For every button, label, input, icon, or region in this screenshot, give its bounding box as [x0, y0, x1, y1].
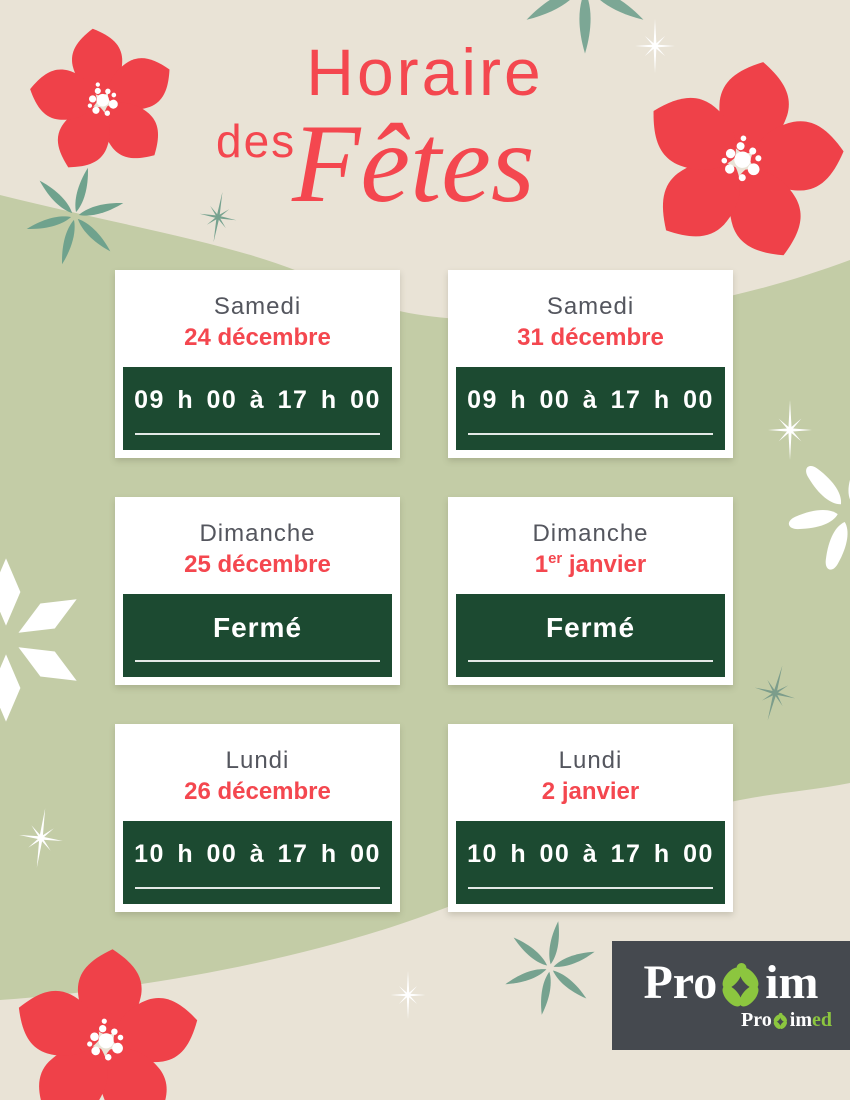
poster-title-line2: des — [216, 115, 297, 167]
card-hours-panel: 09 h 00 à 17 h 00 — [456, 367, 725, 450]
card-underline — [135, 660, 380, 662]
card-day: Lundi — [558, 746, 623, 774]
card-label: Samedi 31 décembre — [456, 278, 725, 367]
card-hours: Fermé — [212, 611, 303, 643]
card-hours: 10 h 00 à 17 h 00 — [467, 840, 714, 868]
card-label: Lundi 26 décembre — [123, 732, 392, 821]
schedule-card: Samedi 24 décembre 09 h 00 à 17 h 00 — [115, 270, 400, 458]
card-day: Samedi — [546, 292, 635, 320]
sparkle-star-icon — [195, 188, 241, 246]
card-hours: 10 h 00 à 17 h 00 — [134, 840, 381, 868]
card-label: Samedi 24 décembre — [123, 278, 392, 367]
card-hours: 09 h 00 à 17 h 00 — [134, 386, 381, 414]
card-label: Dimanche 1er janvier — [456, 505, 725, 594]
card-hours-panel: 10 h 00 à 17 h 00 — [123, 821, 392, 904]
card-date: 1er janvier — [534, 550, 647, 578]
card-date: 26 décembre — [184, 777, 331, 805]
card-underline — [468, 887, 713, 889]
schedule-card: Lundi 2 janvier 10 h 00 à 17 h 00 — [448, 724, 733, 912]
card-hours: 09 h 00 à 17 h 00 — [467, 386, 714, 414]
card-day: Dimanche — [532, 519, 649, 547]
proxim-logo-box: Pro im Pro — [612, 941, 850, 1050]
sublogo-text-mid: im — [789, 1009, 812, 1031]
sublogo-text-pre: Pro — [741, 1009, 772, 1031]
poster-title-script: Fêtes — [292, 102, 535, 226]
sparkle-star-icon — [390, 971, 426, 1019]
sublogo-text-suffix: ed — [812, 1009, 832, 1031]
schedule-card: Dimanche 1er janvier Fermé — [448, 497, 733, 685]
leaf-x-icon — [773, 1012, 788, 1029]
card-day: Dimanche — [199, 519, 316, 547]
proxim-logo: Pro im — [626, 959, 836, 1007]
card-underline — [468, 660, 713, 662]
card-hours-panel: 09 h 00 à 17 h 00 — [123, 367, 392, 450]
card-underline — [135, 887, 380, 889]
card-label: Dimanche 25 décembre — [123, 505, 392, 594]
card-hours-panel: Fermé — [456, 594, 725, 677]
card-hours-panel: 10 h 00 à 17 h 00 — [456, 821, 725, 904]
card-date: 25 décembre — [184, 550, 331, 578]
proximed-logo: Pro im ed — [626, 1010, 836, 1030]
card-hours-panel: Fermé — [123, 594, 392, 677]
schedule-card: Lundi 26 décembre 10 h 00 à 17 h 00 — [115, 724, 400, 912]
leaf-x-icon — [722, 963, 759, 1007]
card-day: Lundi — [225, 746, 290, 774]
schedule-card: Samedi 31 décembre 09 h 00 à 17 h 00 — [448, 270, 733, 458]
card-label: Lundi 2 janvier — [456, 732, 725, 821]
card-day: Samedi — [213, 292, 302, 320]
card-underline — [135, 433, 380, 435]
logo-text-pre: Pro — [643, 956, 718, 1009]
card-underline — [468, 433, 713, 435]
poster-title-line1: Horaire — [306, 35, 544, 109]
pointed-petal-flower-icon — [499, 913, 601, 1023]
card-date: 24 décembre — [184, 323, 331, 351]
card-date: 2 janvier — [541, 777, 640, 805]
schedule-card: Dimanche 25 décembre Fermé — [115, 497, 400, 685]
card-hours: Fermé — [545, 611, 636, 643]
logo-text-post: im — [765, 956, 819, 1009]
card-date: 31 décembre — [517, 323, 664, 351]
